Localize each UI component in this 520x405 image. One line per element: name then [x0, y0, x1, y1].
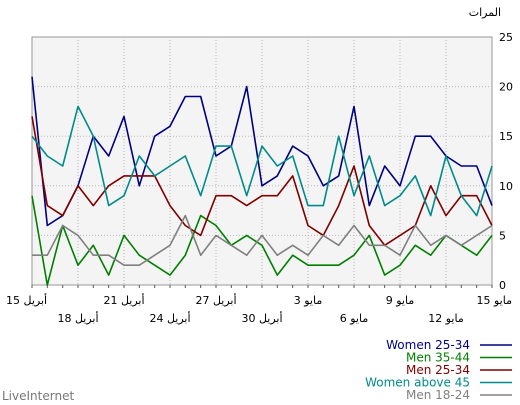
- y-tick-label: 10: [499, 180, 513, 193]
- series-line-0: [31, 76, 493, 227]
- x-tick-label: 15 مايو: [477, 294, 513, 307]
- x-tick-label: 21 أبريل: [103, 293, 144, 307]
- y-tick-label: 20: [499, 81, 513, 94]
- y-tick-label: 5: [499, 229, 506, 242]
- y-tick-label: 0: [499, 279, 506, 292]
- x-tick-label: 15 أبريل: [6, 293, 47, 307]
- y-tick-label: 15: [499, 130, 513, 143]
- y-unit-label: المرات: [469, 6, 501, 19]
- grid: [32, 37, 492, 285]
- series-lines: [31, 76, 493, 286]
- y-tick-label: 25: [499, 31, 513, 44]
- x-tick-label: 27 أبريل: [195, 293, 236, 307]
- x-tick-label: 12 مايو: [428, 312, 464, 325]
- x-tick-label: 24 أبريل: [149, 311, 190, 325]
- y-axis: 0 5 10 15 20 25: [499, 31, 513, 292]
- x-tick-label: 9 مايو: [386, 294, 415, 307]
- x-tick-label: 3 مايو: [294, 294, 323, 307]
- x-axis: 15 مايو 12 مايو 9 مايو 6 مايو 3 مايو 30 أبريل…: [6, 285, 512, 325]
- legend-label: Men 25-34: [406, 363, 470, 377]
- legend-label: Men 18-24: [406, 388, 470, 402]
- legend-label: Men 35-44: [406, 351, 470, 365]
- series-line-4: [32, 214, 493, 267]
- legend-label: Women above 45: [365, 376, 470, 390]
- x-tick-label: 18 أبريل: [57, 311, 98, 325]
- series-line-1: [31, 195, 493, 286]
- brand-logo: LiveInternet: [2, 389, 74, 403]
- x-tick-label: 30 أبريل: [241, 311, 282, 325]
- series-line-3: [31, 105, 493, 217]
- x-tick-label: 6 مايو: [340, 312, 369, 325]
- legend-label: Women 25-34: [386, 338, 470, 352]
